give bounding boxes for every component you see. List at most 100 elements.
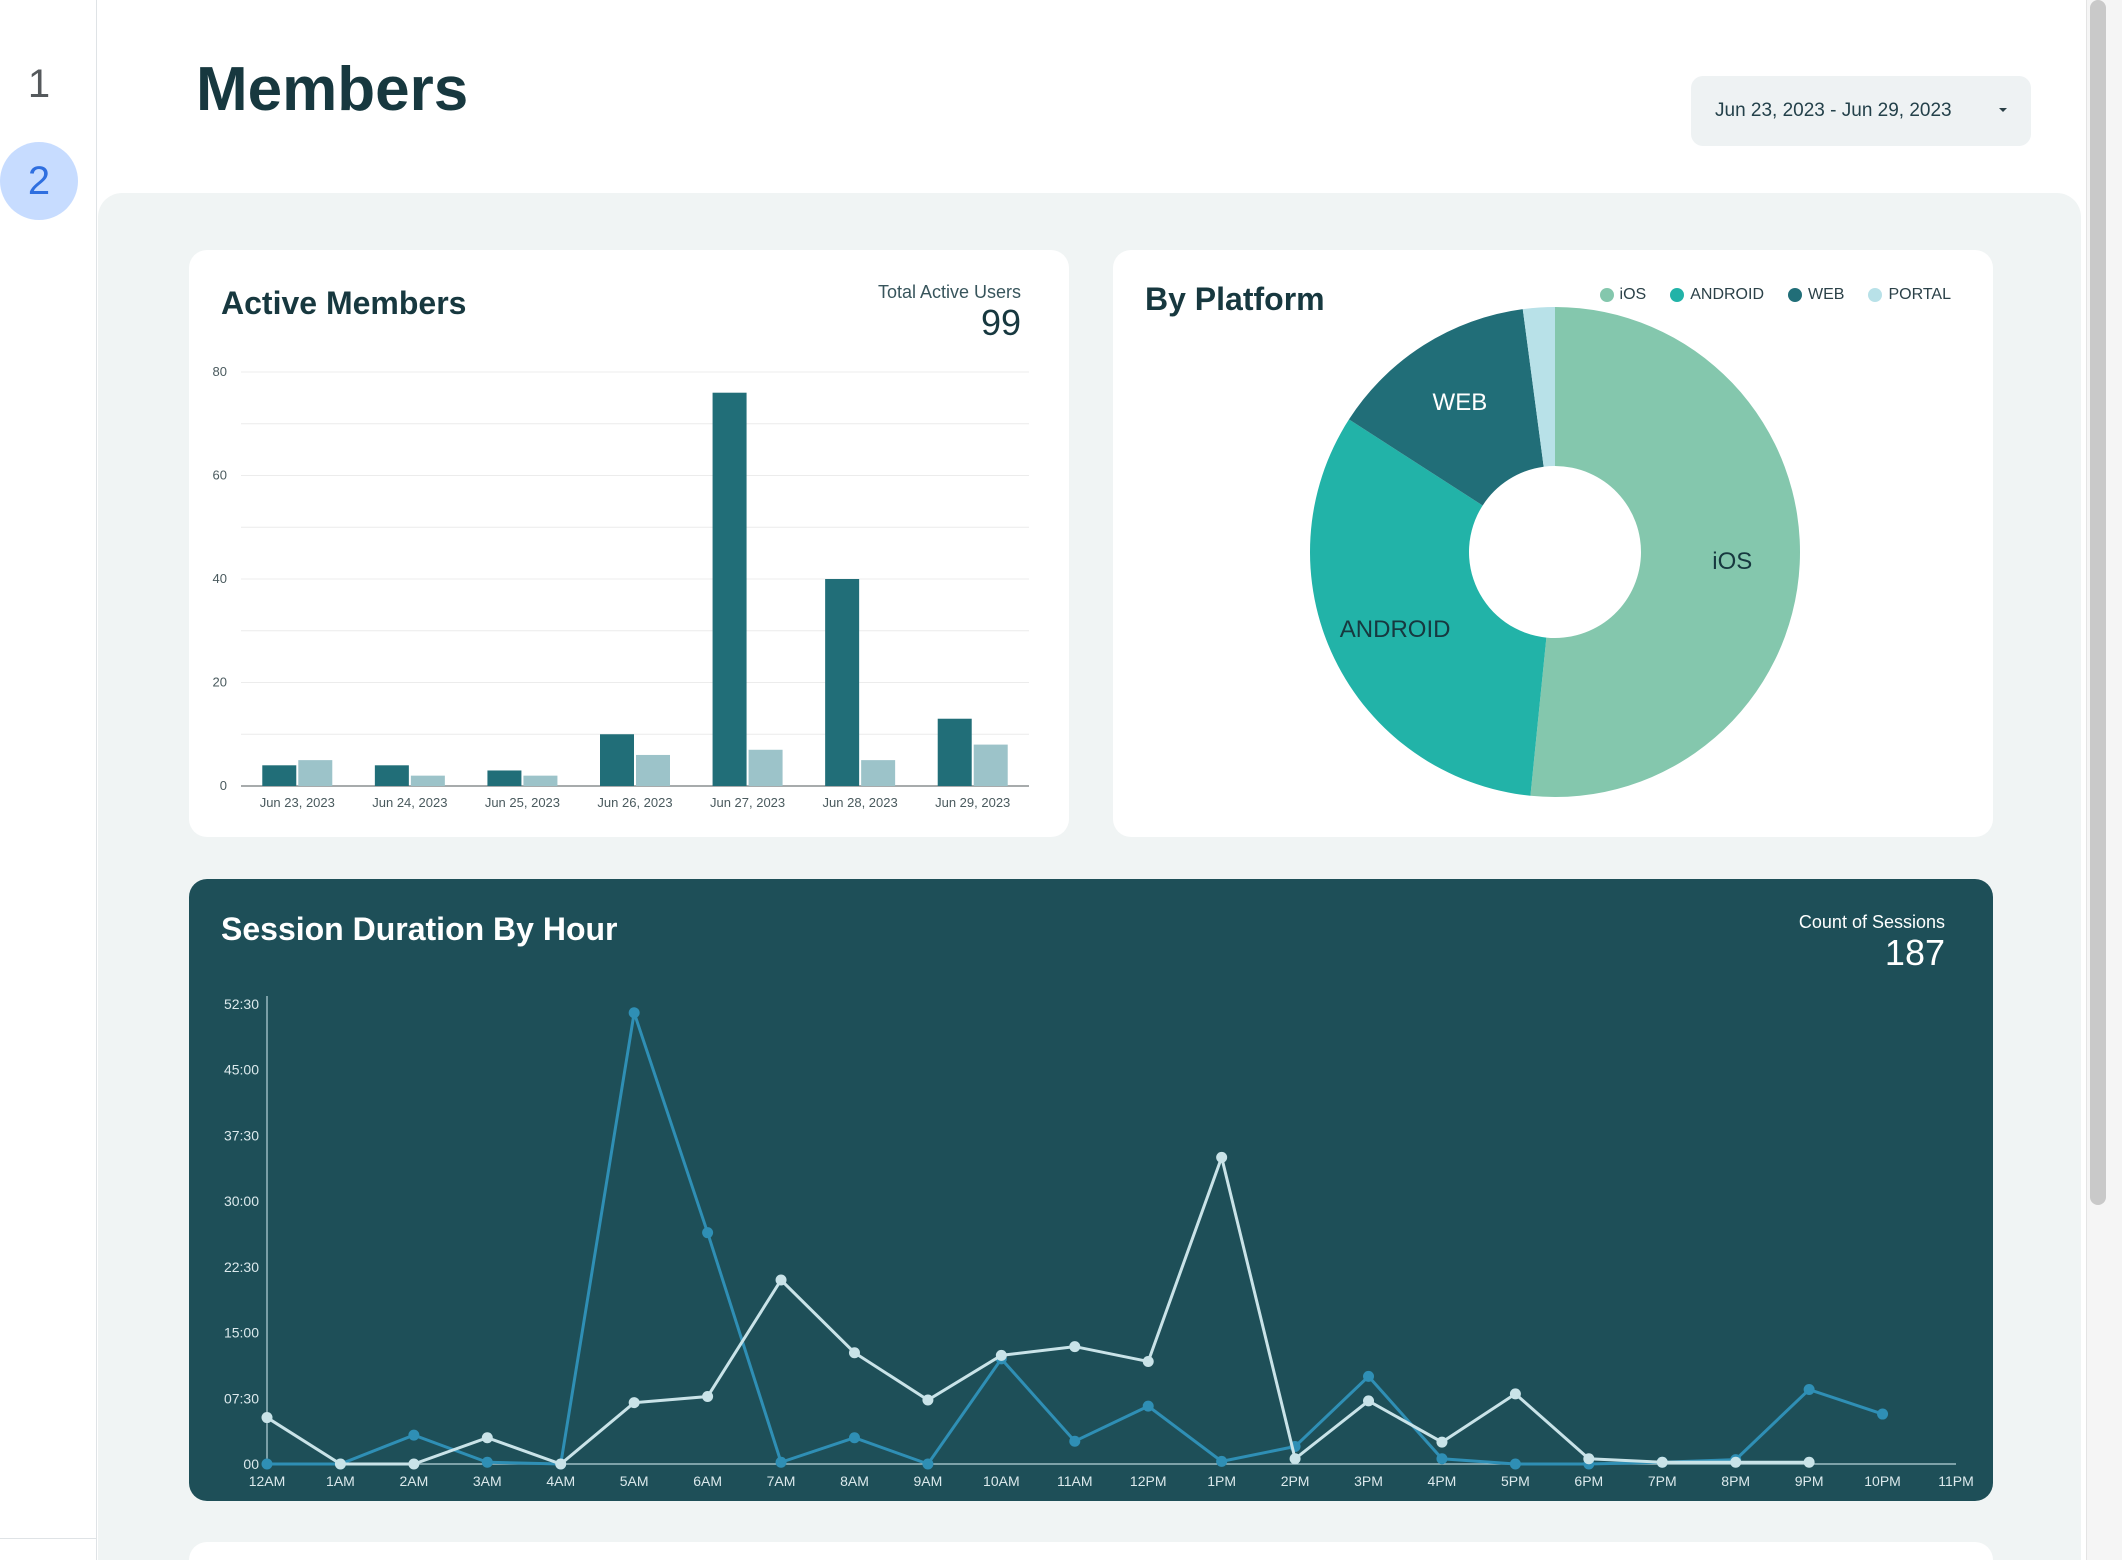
- data-point: [628, 1007, 640, 1019]
- legend-item: iOS: [1599, 286, 1647, 304]
- page-navigation-rail: 1 2: [0, 0, 97, 1560]
- donut-slice: [1530, 307, 1801, 797]
- data-point: [1436, 1453, 1448, 1465]
- data-point: [848, 1432, 860, 1444]
- total-active-users-value: 99: [980, 302, 1021, 343]
- x-tick-label: 2PM: [1281, 1473, 1310, 1489]
- y-tick-label: 20: [213, 675, 227, 690]
- data-point: [1142, 1355, 1154, 1367]
- y-tick-label: 30:00: [224, 1193, 259, 1209]
- session-duration-line-chart: 00 07:30 15:00 22:30 30:00 37:30 45:00 52:30 12A…: [224, 996, 1974, 1489]
- legend-label: ANDROID: [1690, 286, 1764, 303]
- series-line: [267, 1012, 1884, 1466]
- data-point: [1803, 1456, 1815, 1468]
- x-tick-label: 12PM: [1130, 1473, 1167, 1489]
- bar: [825, 579, 860, 786]
- data-point: [1363, 1395, 1375, 1407]
- date-range-picker[interactable]: Jun 23, 2023 - Jun 29, 2023: [1691, 76, 2031, 146]
- x-tick-label: 6AM: [693, 1473, 722, 1489]
- page-2-button[interactable]: 2: [0, 142, 78, 220]
- x-tick-label: 4AM: [546, 1473, 575, 1489]
- x-tick-label: 9PM: [1795, 1473, 1824, 1489]
- bar: [600, 734, 634, 786]
- x-tick-label: 3AM: [473, 1473, 502, 1489]
- slice-label: WEB: [1433, 389, 1488, 416]
- legend-swatch: [1599, 288, 1614, 302]
- bar: [374, 765, 409, 786]
- legend-swatch: [1670, 288, 1685, 302]
- x-tick-label: Jun 23, 2023: [260, 795, 335, 810]
- data-point: [1363, 1370, 1375, 1382]
- date-range-label: Jun 23, 2023 - Jun 29, 2023: [1715, 100, 1952, 121]
- data-point: [481, 1456, 493, 1468]
- legend-item: PORTAL: [1868, 286, 1951, 304]
- page-title: Members: [196, 55, 469, 124]
- total-active-users-label: Total Active Users: [877, 282, 1021, 302]
- donut-slice: [1348, 309, 1544, 506]
- page-1-button[interactable]: 1: [27, 61, 51, 106]
- active-members-card: Active Members Total Active Users 99 0 20…: [189, 250, 1069, 837]
- data-point: [1142, 1400, 1154, 1412]
- scrollbar-thumb[interactable]: [2090, 0, 2106, 1205]
- data-point: [1509, 1458, 1521, 1470]
- y-tick-label: 0: [220, 778, 227, 793]
- legend-label: WEB: [1808, 286, 1845, 303]
- data-point: [628, 1397, 640, 1409]
- data-point: [1656, 1456, 1668, 1468]
- data-point: [775, 1274, 787, 1286]
- bar: [937, 718, 972, 786]
- y-tick-label: 52:30: [224, 996, 259, 1012]
- legend-label: iOS: [1619, 286, 1647, 303]
- y-tick-label: 37:30: [224, 1127, 259, 1143]
- data-point: [1877, 1408, 1889, 1420]
- session-duration-title: Session Duration By Hour: [221, 911, 618, 947]
- rail-divider: [0, 1538, 97, 1539]
- data-point: [1436, 1436, 1448, 1448]
- data-point: [1069, 1341, 1081, 1353]
- data-point: [702, 1391, 714, 1403]
- slice-label: iOS: [1712, 548, 1752, 575]
- x-tick-label: 7PM: [1648, 1473, 1677, 1489]
- data-point: [261, 1458, 273, 1470]
- next-card: [189, 1542, 1993, 1560]
- x-tick-label: Jun 27, 2023: [710, 795, 785, 810]
- x-tick-label: 1PM: [1207, 1473, 1236, 1489]
- by-platform-title: By Platform: [1145, 281, 1325, 317]
- data-point: [1216, 1151, 1228, 1163]
- data-point: [1069, 1435, 1081, 1447]
- y-tick-label: 15:00: [224, 1325, 259, 1341]
- data-point: [1509, 1388, 1521, 1400]
- x-tick-label: 8PM: [1721, 1473, 1750, 1489]
- data-point: [1289, 1453, 1301, 1465]
- bar: [487, 770, 522, 786]
- platform-donut-chart: iOS ANDROID WEB: [1310, 307, 1801, 797]
- y-tick-label: 07:30: [224, 1390, 259, 1406]
- x-tick-label: Jun 25, 2023: [485, 795, 560, 810]
- x-tick-label: Jun 24, 2023: [372, 795, 447, 810]
- series-line: [266, 1152, 1810, 1466]
- active-members-bar-chart: 0 20 40 60 80 Jun 23, 2023 Jun 24, 2023 Jun 25,…: [213, 364, 1029, 810]
- x-tick-label: 6PM: [1574, 1473, 1603, 1489]
- legend-swatch: [1788, 288, 1802, 302]
- legend-swatch: [1868, 288, 1883, 302]
- data-point: [922, 1394, 934, 1406]
- data-point: [995, 1349, 1007, 1361]
- x-tick-label: 7AM: [767, 1473, 796, 1489]
- donut-slice: [1310, 419, 1547, 796]
- session-duration-card: Session Duration By Hour Count of Sessio…: [189, 879, 1993, 1501]
- y-tick-label: 45:00: [224, 1062, 259, 1078]
- x-tick-label: 8AM: [840, 1473, 869, 1489]
- data-point: [702, 1227, 714, 1239]
- x-tick-label: 5AM: [620, 1473, 649, 1489]
- data-point: [775, 1456, 787, 1468]
- data-point: [334, 1458, 346, 1470]
- y-tick-label: 22:30: [224, 1259, 259, 1275]
- count-of-sessions-value: 187: [1884, 932, 1945, 973]
- x-tick-label: Jun 26, 2023: [597, 795, 672, 810]
- data-point: [481, 1432, 493, 1444]
- x-tick-label: 4PM: [1428, 1473, 1457, 1489]
- data-point: [408, 1429, 420, 1441]
- x-tick-label: 10AM: [983, 1473, 1020, 1489]
- x-tick-label: 12AM: [249, 1473, 286, 1489]
- bar: [973, 744, 1008, 786]
